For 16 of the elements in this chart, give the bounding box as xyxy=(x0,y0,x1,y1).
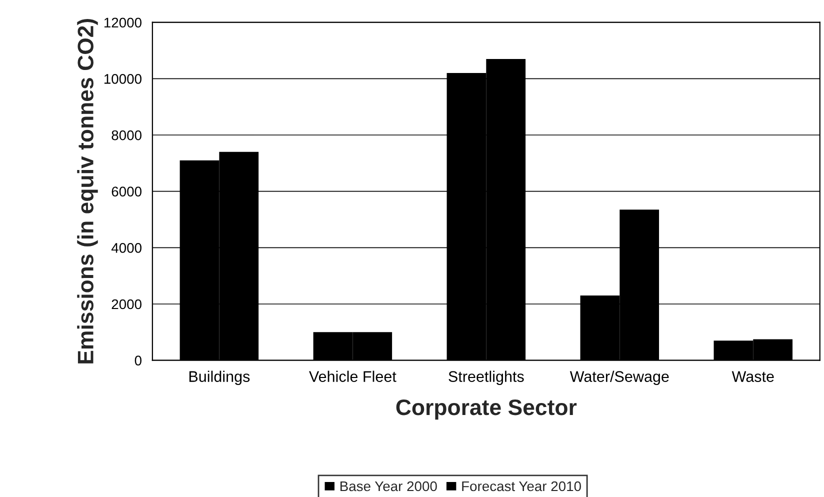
y-tick-label: 2000 xyxy=(112,299,142,310)
x-tick-label: Water/Sewage xyxy=(570,370,669,385)
y-tick-label: 6000 xyxy=(112,186,142,197)
y-tick-label: 4000 xyxy=(111,243,142,253)
y-axis-title: Emissions (in equiv tonnes CO2) xyxy=(77,18,98,364)
x-tick-label: Streetlights xyxy=(448,370,524,385)
legend-label: Forecast Year 2010 xyxy=(462,481,581,492)
y-tick-label: 0 xyxy=(134,356,142,366)
x-tick-label: Vehicle Fleet xyxy=(309,370,396,382)
x-tick-label: Buildings xyxy=(189,370,250,385)
y-tick-label: 8000 xyxy=(112,130,142,140)
x-tick-label: Waste xyxy=(732,371,774,382)
legend-label: Base Year 2000 xyxy=(340,481,437,492)
y-tick-label: 10000 xyxy=(104,74,142,84)
y-tick-label: 12000 xyxy=(104,18,142,28)
x-axis-title: Corporate Sector xyxy=(396,399,577,420)
